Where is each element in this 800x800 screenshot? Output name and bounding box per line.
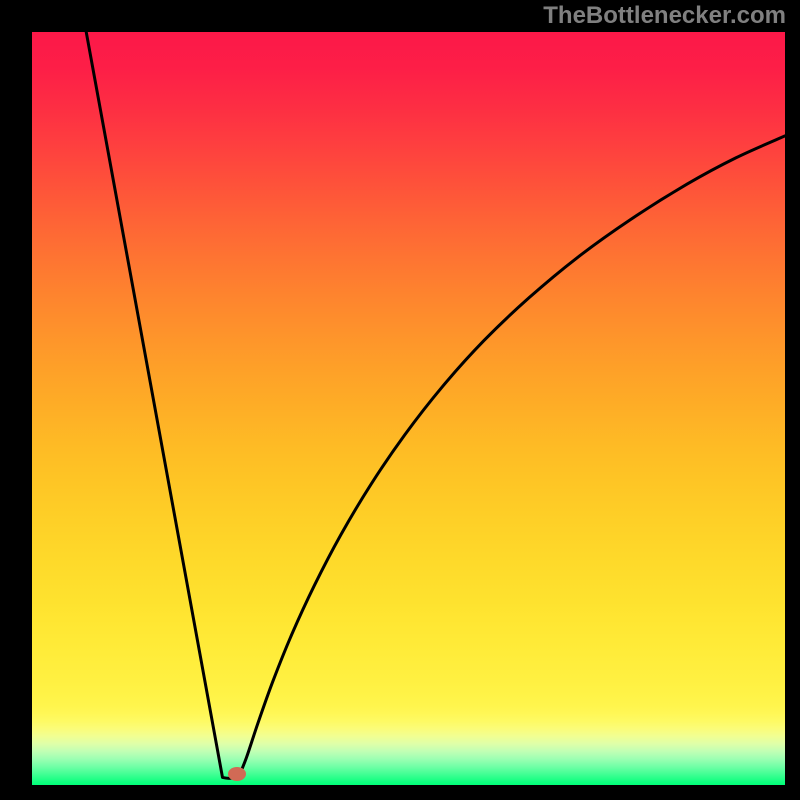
v-curve: [32, 32, 785, 785]
border-bottom: [0, 785, 800, 800]
bottleneck-marker: [228, 767, 246, 781]
watermark-text: TheBottlenecker.com: [543, 2, 786, 30]
chart-container: TheBottlenecker.com: [0, 0, 800, 800]
border-right: [785, 0, 800, 800]
border-left: [0, 0, 32, 800]
plot-area: [32, 32, 785, 785]
